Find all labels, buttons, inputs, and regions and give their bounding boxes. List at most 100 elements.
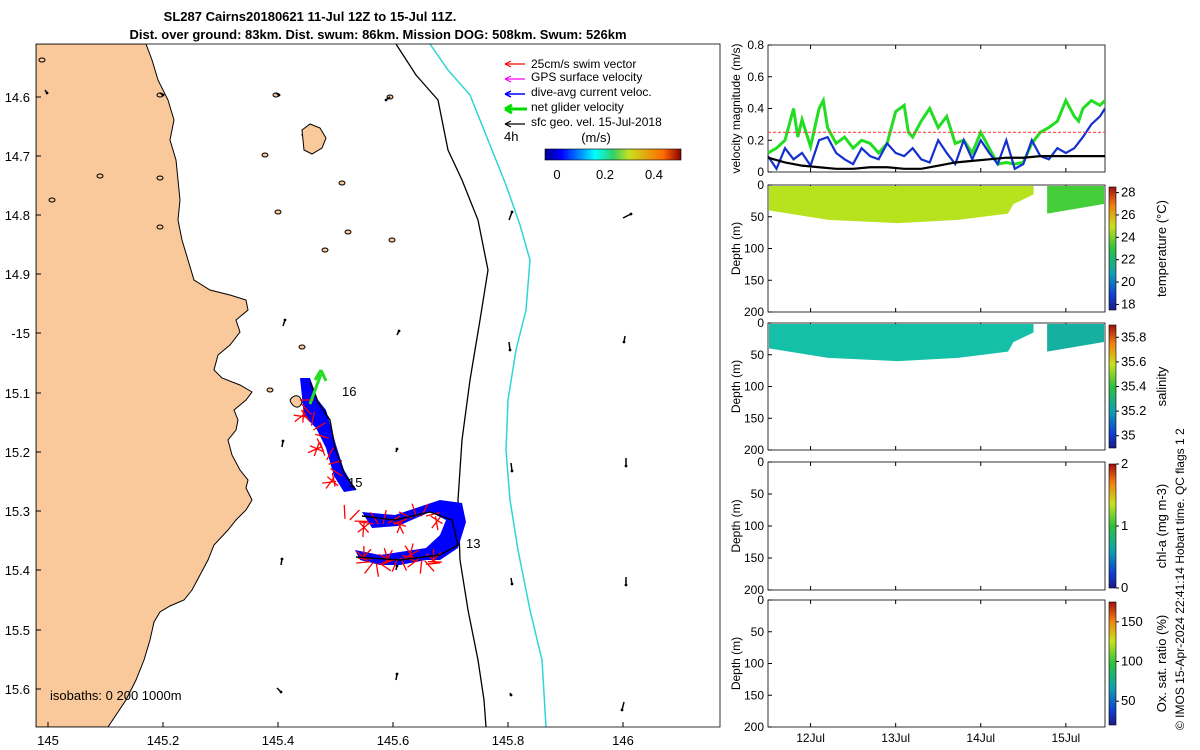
map-x-tick-label: 145.2 [147,733,180,748]
swim-vector [309,445,324,453]
colorbar-tick-label: 50 [1121,693,1135,708]
y-tick-label: 50 [751,625,765,639]
profile-fill [769,324,1034,362]
small-island [289,395,303,408]
geo-velocity-arrowhead [280,557,284,561]
swim-vector [356,561,371,564]
islands [38,57,396,408]
map-panel: 14.6 14.7 14.8 14.9 -15 15.1 15.2 15.3 15.4 15.5 1… [5,43,721,748]
swim-vector [326,476,339,487]
colorbar-unit: (m/s) [581,130,611,145]
y-tick-label: 150 [744,273,764,287]
swim-vector [434,516,439,531]
swim-vector [358,557,373,560]
geo-velocity-arrowhead [395,447,399,451]
large-island [301,123,327,155]
y-tick-label: 200 [744,443,764,457]
swim-vector [391,558,399,572]
legend-label-swim-vector: 25cm/s swim vector [531,57,636,71]
map-y-tick-label: -15 [11,326,30,341]
swim-vector [301,403,312,415]
y-tick-label: 0 [757,455,764,469]
reef-island [261,152,269,158]
y-tick-label: 0.6 [747,70,764,84]
y-tick-label: 0.2 [747,133,764,147]
profile-fill [1047,324,1104,352]
legend-label-dive-avg: dive-avg current veloc. [531,85,652,99]
swim-vector [404,545,414,558]
net-glider-arrowhead [313,369,328,382]
geo-velocity-arrowhead [277,93,281,97]
y-tick-label: 200 [744,305,764,319]
map-x-tick-label: 145.6 [377,733,410,748]
geo-velocity-arrowhead [395,672,399,676]
x-tick-label: 14Jul [966,731,995,745]
y-axis-label: Depth (m) [729,499,743,552]
mainland [36,44,253,727]
swim-vector [331,472,336,487]
y-tick-label: 50 [751,210,765,224]
swim-vector [396,520,405,534]
map-y-tick-label: 15.2 [5,445,30,460]
geo-velocity-arrowhead [629,212,633,216]
isobath-1000m [429,44,547,727]
x-tick-label: 12Jul [796,731,825,745]
series-sfc-geo-vel- [767,155,1105,170]
y-tick-label: 100 [744,519,764,533]
y-tick-label: 50 [751,348,765,362]
day-label-16: 16 [342,384,356,399]
y-axis-label: Depth (m) [729,222,743,275]
y-axis-label: Depth (m) [729,637,743,690]
legend-item-swim-vector: 25cm/s swim vector [504,57,636,71]
legend-label-gps-velocity: GPS surface velocity [531,70,642,84]
day-label-13: 13 [466,536,480,551]
y-tick-label: 0 [757,178,764,192]
swim-vector [362,522,365,538]
reef-island [38,57,46,63]
reef-island [266,387,274,393]
map-y-tick-label: 14.8 [5,208,30,223]
colorbar: 150 100 50 Ox. sat. ratio (%) [1108,601,1169,726]
y-tick-label: 200 [744,583,764,597]
swim-vector [393,518,408,525]
map-x-ticks: 145 145.2 145.4 145.6 145.8 146 [37,722,634,748]
swim-vector [300,409,311,422]
geo-velocity-arrowhead [161,93,165,97]
swim-vector [382,509,387,524]
swim-vector [330,468,343,477]
colorbar-rect [1108,186,1117,311]
swim-vector [364,562,374,574]
x-tick-label: 13Jul [881,731,910,745]
speed-colorbar [544,148,682,161]
swim-vector [326,447,334,461]
geo-velocity-arrowhead [624,583,628,587]
isobath-200m [395,44,489,727]
reef-island [274,209,282,215]
colorbar-tick-0: 0 [553,167,560,182]
y-tick-label: 0.8 [747,38,764,52]
map-y-tick-label: 14.6 [5,90,30,105]
colorbar-tick-label: 20 [1121,274,1135,289]
swim-vector [356,551,368,562]
swim-vector [315,433,329,439]
colorbar-tick-label: 150 [1121,614,1143,629]
colorbar-tick-label: 1 [1121,518,1128,533]
reef-island [156,175,164,181]
y-axis-label: velocity magnitude (m/s) [729,43,743,173]
swim-vector [384,549,393,563]
geo-velocity-arrowhead [620,708,624,712]
y-tick-label: 150 [744,688,764,702]
map-x-tick-label: 146 [612,733,634,748]
colorbar: 35.8 35.6 35.4 35.2 35 salinity [1108,324,1169,449]
geo-velocity-arrowhead [397,329,401,333]
colorbar-rect [1108,463,1117,589]
reef-island [96,173,104,179]
reef-island [344,229,352,235]
y-tick-label: 200 [744,720,764,734]
y-axis-label: Depth (m) [729,360,743,413]
map-y-tick-label: 14.7 [5,149,30,164]
isobaths-label: isobaths: 0 200 1000m [50,688,182,703]
y-tick-label: 150 [744,411,764,425]
y-tick-label: 100 [744,242,764,256]
geo-velocity-arrowhead [510,210,514,214]
